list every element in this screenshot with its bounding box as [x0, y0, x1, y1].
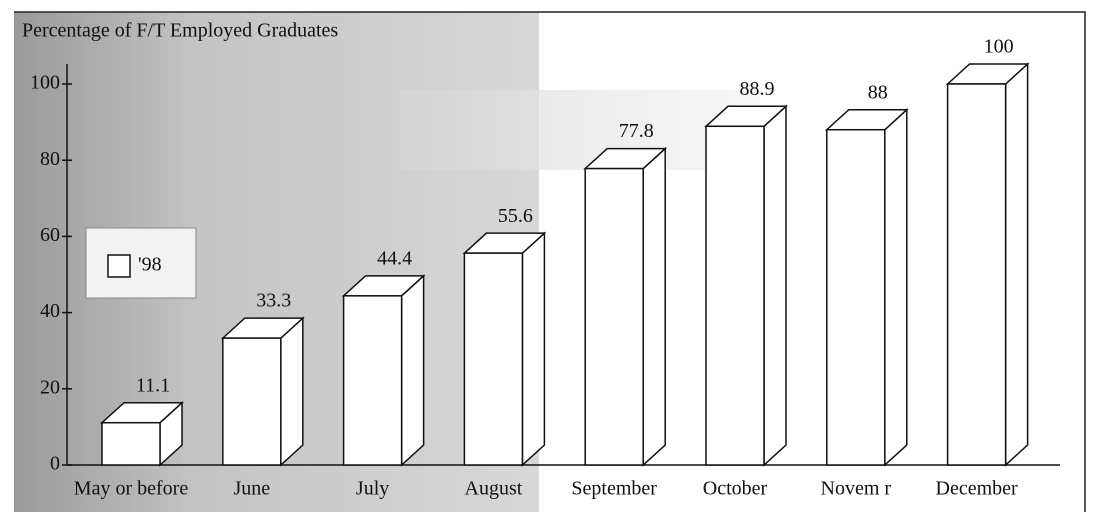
bar-side — [642, 146, 666, 467]
y-tick-label: 100 — [30, 72, 60, 94]
data-label: 77.8 — [619, 120, 654, 142]
chart-title: Percentage of F/T Employed Graduates — [22, 20, 338, 42]
legend-swatch — [107, 254, 131, 278]
y-tick-label: 60 — [40, 224, 60, 246]
bar-side — [400, 274, 425, 467]
y-tick-label: 0 — [50, 453, 60, 475]
legend — [85, 227, 197, 299]
x-tick-label: June — [233, 478, 270, 500]
bar — [826, 128, 886, 466]
x-tick-label: July — [356, 478, 389, 500]
data-label: 100 — [984, 36, 1014, 58]
x-tick-label: August — [465, 478, 523, 500]
x-tick-label: Novem r — [821, 478, 892, 500]
bar-side — [763, 104, 787, 467]
data-label: 88.9 — [740, 78, 775, 100]
data-label: 55.6 — [498, 205, 533, 227]
data-label: 33.3 — [256, 290, 291, 312]
background-texture — [400, 90, 760, 170]
x-tick-label: September — [571, 478, 657, 500]
y-tick-label: 20 — [40, 376, 60, 398]
bar — [946, 83, 1007, 466]
bar-side — [521, 231, 546, 467]
bar — [584, 167, 644, 466]
data-label: 11.1 — [136, 374, 170, 396]
frame — [14, 11, 1086, 512]
bar — [342, 295, 403, 466]
y-tick-label: 80 — [40, 148, 60, 170]
legend-label: '98 — [138, 254, 162, 276]
bar — [101, 421, 161, 466]
bar-side — [884, 108, 908, 467]
data-label: 88 — [868, 81, 888, 103]
bar — [463, 252, 524, 466]
bar-side — [280, 316, 304, 467]
data-label: 44.4 — [377, 247, 412, 269]
bar-side — [1004, 62, 1029, 467]
x-tick-label: October — [703, 478, 768, 500]
x-tick-label: December — [936, 478, 1019, 500]
y-tick-label: 40 — [40, 300, 60, 322]
x-tick-label: May or before — [74, 478, 189, 500]
bar — [222, 337, 282, 466]
bar — [705, 125, 765, 466]
